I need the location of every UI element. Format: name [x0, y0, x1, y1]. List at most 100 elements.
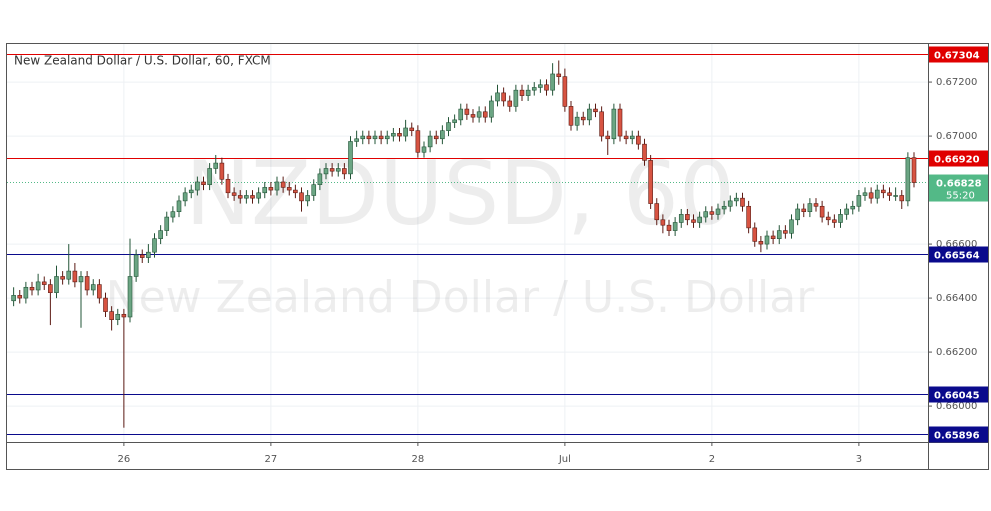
candle-body	[35, 281, 41, 291]
candle-body	[433, 135, 439, 140]
candle-body	[219, 162, 225, 180]
candle-body	[268, 187, 274, 191]
level-label: 0.67304	[934, 51, 980, 62]
candle-body	[605, 135, 611, 140]
candle-body	[446, 122, 451, 131]
countdown: 55:20	[946, 191, 975, 202]
candle-body	[783, 230, 788, 234]
candle-body	[611, 108, 617, 140]
level-label: 0.66920	[934, 155, 980, 166]
candle-body	[139, 254, 145, 258]
candle-body	[568, 106, 574, 126]
candle-body	[329, 168, 335, 172]
candle-body	[397, 133, 402, 137]
candle-body	[11, 295, 16, 302]
candle-body	[72, 270, 78, 283]
candle-body	[121, 313, 127, 318]
candle-body	[623, 135, 629, 140]
candle-body	[127, 276, 133, 318]
candle-body	[721, 205, 727, 210]
candle-body	[440, 130, 445, 140]
candle-body	[513, 89, 519, 107]
candle-body	[819, 205, 825, 218]
candle-body	[372, 135, 378, 140]
candle-body	[801, 208, 807, 212]
candle-body	[758, 241, 764, 245]
candle-body	[470, 114, 476, 118]
candle-body	[391, 133, 396, 137]
candle-body	[360, 135, 366, 140]
candle-body	[170, 211, 176, 218]
watermark-description: New Zealand Dollar / U.S. Dollar	[106, 272, 816, 323]
candle-body	[507, 100, 513, 107]
candle-body	[48, 284, 53, 293]
candle-body	[691, 219, 696, 223]
y-tick-label: 0.67000	[936, 131, 977, 142]
candle-body	[593, 108, 598, 113]
last-price-box	[929, 174, 988, 202]
candle-body	[850, 205, 856, 210]
candle-body	[293, 189, 298, 194]
candle-body	[666, 224, 672, 231]
candle-body	[660, 219, 666, 226]
candle-body	[415, 130, 421, 153]
candle-body	[703, 211, 709, 218]
candle-body	[482, 111, 488, 118]
candle-body	[764, 235, 770, 245]
candle-body	[709, 211, 715, 215]
candle-body	[164, 216, 170, 231]
candle-body	[519, 89, 525, 96]
candle-body	[66, 270, 72, 280]
candle-body	[911, 157, 917, 183]
candle-body	[734, 197, 739, 202]
level-label: 0.65896	[934, 431, 980, 442]
candle-body	[746, 205, 751, 229]
level-label-box	[929, 246, 988, 263]
candle-body	[740, 197, 745, 207]
candle-body	[109, 311, 114, 320]
candle-body	[905, 157, 911, 202]
candle-body	[672, 222, 678, 231]
y-tick-label: 0.66400	[936, 293, 977, 304]
candle-body	[335, 168, 341, 172]
candle-body	[562, 76, 568, 107]
candle-body	[384, 135, 390, 140]
candle-body	[587, 108, 592, 121]
candle-body	[697, 216, 702, 223]
candle-body	[188, 189, 194, 194]
candle-body	[838, 214, 843, 223]
candle-body	[874, 189, 880, 199]
candle-body	[97, 284, 102, 299]
level-label: 0.66564	[934, 251, 980, 262]
candle-body	[182, 192, 188, 202]
candle-body	[868, 192, 874, 199]
level-label-box	[929, 150, 988, 167]
candle-body	[403, 127, 408, 137]
grid	[7, 44, 928, 442]
candle-body	[17, 295, 23, 299]
candle-body	[556, 73, 562, 77]
candle-body	[458, 108, 464, 121]
candle-body	[678, 214, 684, 223]
candle-body	[250, 195, 255, 199]
candle-body	[789, 219, 794, 234]
candle-body	[409, 127, 415, 131]
candle-body	[256, 192, 261, 199]
candle-body	[715, 208, 721, 215]
candle-body	[862, 192, 868, 196]
candle-body	[531, 87, 537, 91]
candle-body	[213, 162, 219, 169]
candle-body	[544, 84, 549, 91]
candle-body	[629, 135, 635, 140]
candle-body	[899, 195, 905, 202]
candle-body	[274, 181, 280, 191]
candle-body	[599, 111, 604, 137]
candle-body	[752, 227, 758, 242]
candle-body	[501, 92, 506, 102]
candle-body	[574, 116, 580, 126]
candle-body	[648, 160, 653, 204]
candle-body	[305, 195, 310, 202]
candle-body	[813, 203, 819, 207]
level-label-box	[929, 426, 988, 443]
